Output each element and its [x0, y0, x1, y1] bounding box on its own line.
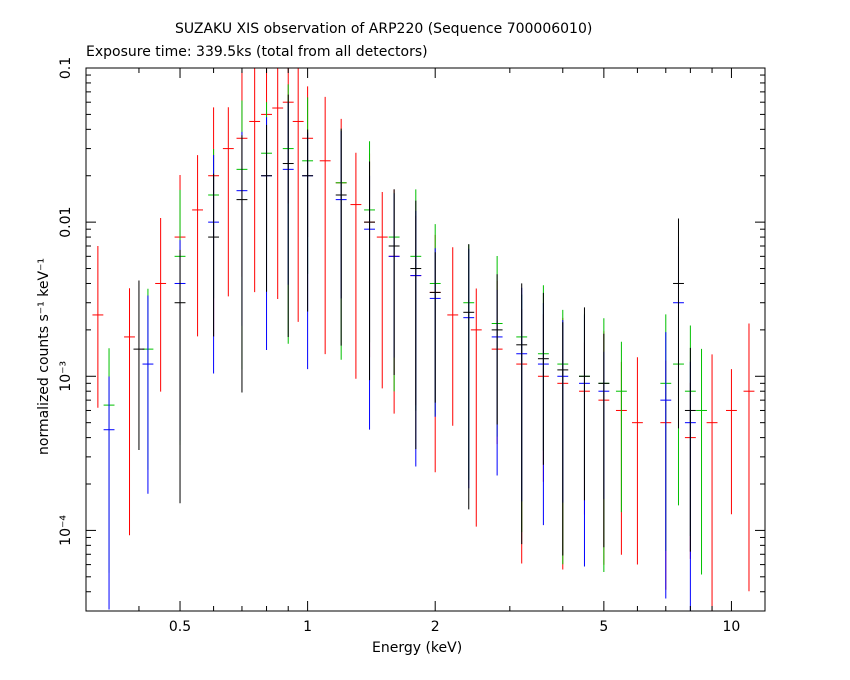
x-tick-label: 5 [599, 619, 608, 635]
series-1 [103, 84, 707, 575]
y-tick-label: 10⁻⁴ [58, 515, 74, 546]
series-0 [92, 68, 755, 611]
x-tick-label: 1 [303, 619, 312, 635]
y-tick-label: 10⁻³ [58, 361, 74, 392]
plot-frame [85, 67, 766, 612]
y-tick-label: 0.01 [58, 207, 74, 238]
x-tick-label: 0.5 [169, 619, 191, 635]
x-tick-label: 2 [431, 619, 440, 635]
data-layer [92, 68, 755, 611]
y-axis-label: normalized counts s⁻¹ keV⁻¹ [36, 257, 52, 455]
x-axis-label: Energy (keV) [372, 640, 463, 656]
y-tick-label: 0.1 [58, 57, 74, 79]
chart-subtitle: Exposure time: 339.5ks (total from all d… [86, 44, 428, 60]
x-tick-label: 10 [723, 619, 741, 635]
series-3 [133, 94, 696, 556]
series-2 [103, 102, 696, 611]
axis-layer: 0.5 1 2 5 10 0.1 0.01 10⁻³ 10⁻⁴ [58, 57, 766, 635]
chart-title: SUZAKU XIS observation of ARP220 (Sequen… [175, 21, 593, 37]
